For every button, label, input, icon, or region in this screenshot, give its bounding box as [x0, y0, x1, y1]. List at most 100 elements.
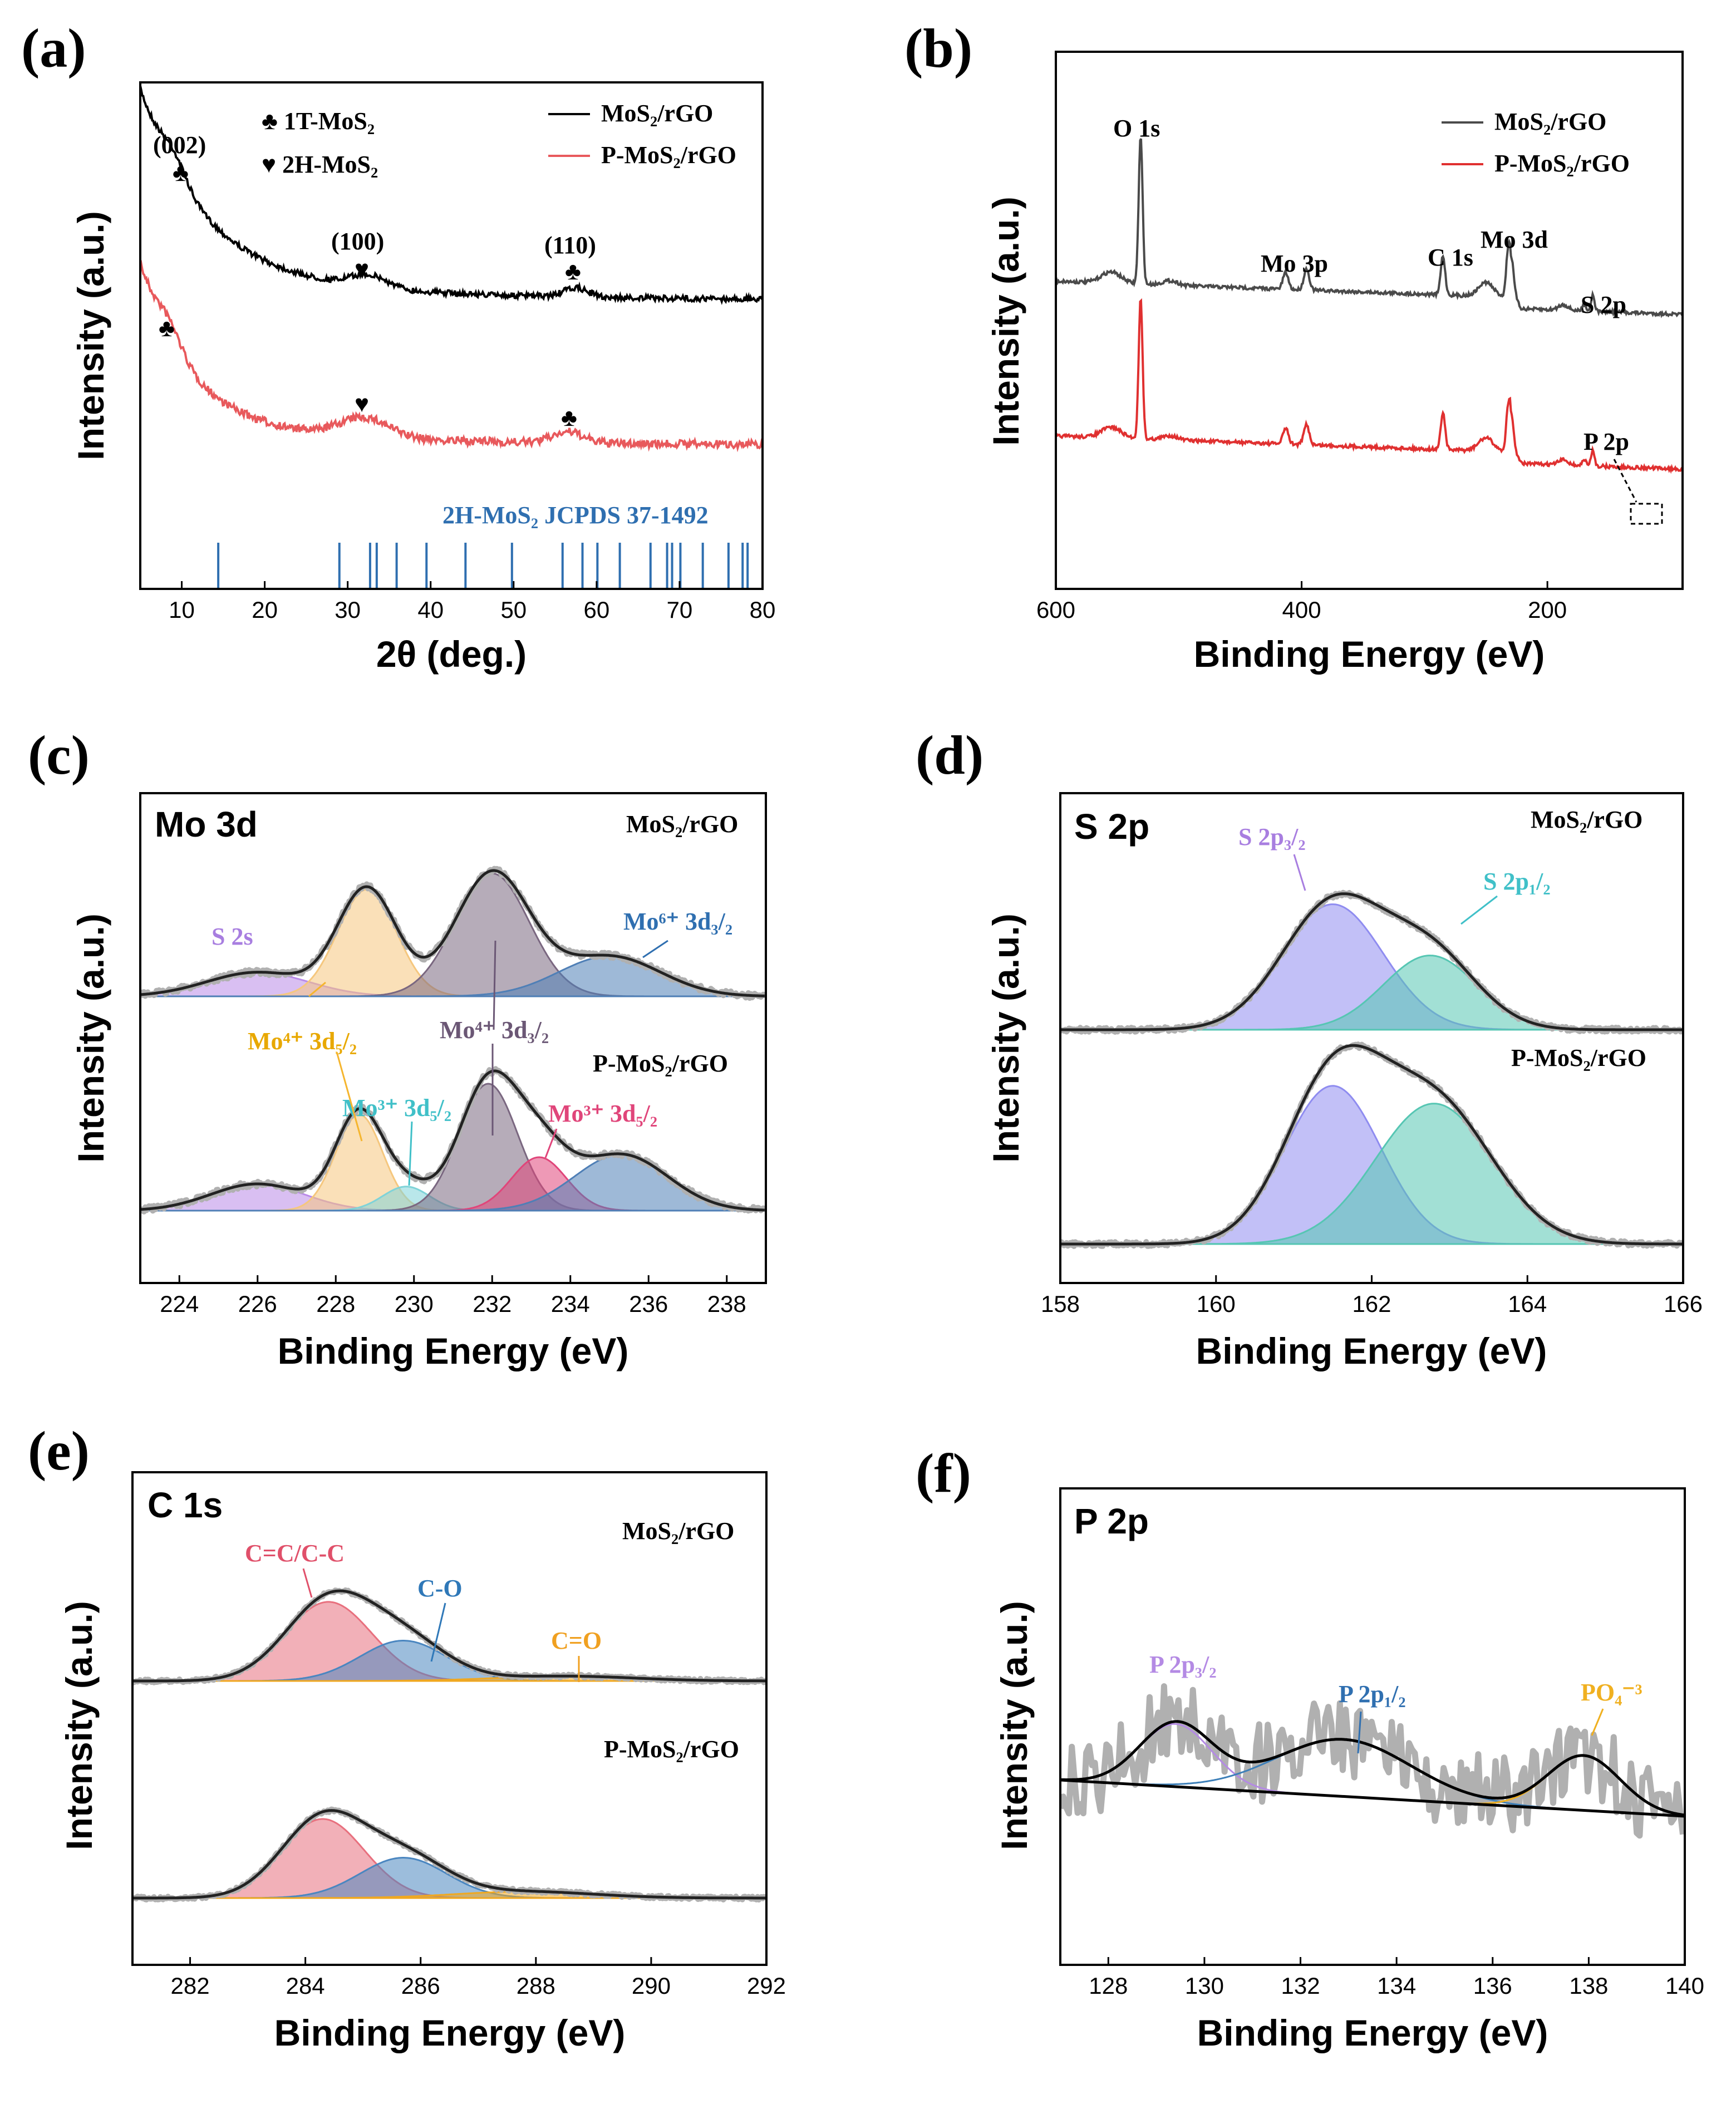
survey-curve-mos2-rgo [1056, 138, 1683, 318]
sample-label-p-mos2: P-MoS₂/rGO [604, 1736, 739, 1763]
sample-label-mos2: MoS₂/rGO [622, 1517, 734, 1545]
jcpds-label: 2H-MoS₂ JCPDS 37-1492 [442, 502, 709, 529]
x-tick-label: 284 [286, 1973, 325, 1999]
panel-b: 600 400 200 Binding Energy (eV) Intensity … [985, 51, 1684, 675]
x-tick-label: 128 [1089, 1973, 1128, 1999]
peak-label-110: (110) [544, 232, 596, 259]
pointer-arrow [1357, 1711, 1362, 1754]
pointer-arrow [642, 940, 668, 958]
x-tick-label: 224 [160, 1291, 199, 1317]
panel-e-frame [131, 1471, 768, 1966]
panel-b-label: (b) [904, 17, 972, 79]
panel-c-xlabel: Binding Energy (eV) [278, 1330, 629, 1371]
x-tick-label: 400 [1282, 597, 1321, 623]
fit-envelope [132, 1809, 766, 1900]
x-tick-label: 162 [1352, 1291, 1391, 1317]
panel-e-ylabel: Intensity (a.u.) [58, 1601, 100, 1850]
comp-label-p2p12: P 2p₁/₂ [1339, 1680, 1406, 1708]
panel-e-x-ticks: 282 284 286 288 290 292 [171, 1957, 786, 1999]
x-tick-label: 234 [551, 1291, 590, 1317]
panel-b-x-ticks: 600 400 200 [1036, 581, 1567, 623]
comp-label-mo3-a: Mo³⁺ 3d₅/₂ [342, 1094, 451, 1122]
panel-e-label: (e) [28, 1420, 90, 1482]
sample-label-mos2: MoS₂/rGO [626, 810, 738, 838]
pointer-arrow [1293, 854, 1306, 891]
legend-mos2-rgo: MoS₂/rGO [1494, 108, 1606, 135]
legend-p-mos2-rgo: P-MoS₂/rGO [1494, 150, 1630, 177]
x-tick-label: 132 [1281, 1973, 1320, 1999]
panel-f-x-ticks: 128 130 132 134 136 138 140 [1089, 1957, 1704, 1999]
x-tick-label: 164 [1508, 1291, 1547, 1317]
pointer-arrow [493, 940, 496, 1030]
pointer-arrow [302, 1568, 313, 1598]
comp-label-cc: C=C/C-C [245, 1540, 345, 1567]
fit-envelope [140, 1069, 765, 1212]
heart-marker: ♥ [355, 255, 369, 283]
peak-label-c1s: C 1s [1428, 244, 1473, 271]
panel-a-frame [139, 81, 764, 590]
x-tick-label: 158 [1041, 1291, 1080, 1317]
peak-label-002: (002) [153, 131, 206, 159]
heart-marker: ♥ [355, 390, 369, 417]
panel-c-inset: Mo 3d [155, 804, 258, 844]
x-tick-label: 130 [1185, 1973, 1224, 1999]
x-tick-label: 70 [667, 597, 693, 623]
comp-label-mo4-52: Mo⁴⁺ 3d₅/₂ [248, 1028, 357, 1055]
x-tick-label: 160 [1197, 1291, 1236, 1317]
x-tick-label: 282 [171, 1973, 210, 1999]
pointer-arrow [408, 1121, 413, 1186]
xrd-curve-mos2-rgo [140, 85, 763, 306]
comp-label-co: C-O [417, 1575, 463, 1602]
p2p-pointer [1613, 459, 1637, 503]
club-marker: ♣ [561, 404, 577, 431]
survey-curve-p-mos2-rgo [1056, 298, 1683, 474]
legend-2h-mos2: ♥ 2H-MoS₂ [262, 151, 378, 178]
comp-label-po4: PO₄⁻³ [1581, 1679, 1642, 1706]
sample-label-p-mos2: P-MoS₂/rGO [1511, 1044, 1646, 1071]
x-tick-label: 166 [1664, 1291, 1703, 1317]
x-tick-label: 228 [316, 1291, 355, 1317]
x-tick-label: 136 [1473, 1973, 1512, 1999]
panel-b-ylabel: Intensity (a.u.) [985, 196, 1026, 445]
peak-label-o1s: O 1s [1113, 115, 1160, 142]
club-marker: ♣ [159, 314, 175, 342]
panel-d-inset: S 2p [1074, 807, 1149, 847]
comp-label-mo3-b: Mo³⁺ 3d₅/₂ [548, 1100, 657, 1127]
legend-mos2-rgo: MoS₂/rGO [601, 100, 713, 127]
x-tick-label: 292 [747, 1973, 786, 1999]
panel-d-x-ticks: 158 160 162 164 166 [1041, 1275, 1703, 1317]
pointer-arrow [1591, 1708, 1604, 1736]
panel-e-xlabel: Binding Energy (eV) [274, 2012, 626, 2053]
fit-envelope [132, 1589, 766, 1683]
panel-f: 128 130 132 134 136 138 140 Binding Energy (eV… [994, 1487, 1704, 2053]
panel-f-ylabel: Intensity (a.u.) [994, 1601, 1035, 1850]
panel-c-label: (c) [28, 724, 90, 786]
panel-e: 282 284 286 288 290 292 Binding Energy (eV) I… [58, 1471, 786, 2053]
x-tick-label: 236 [629, 1291, 668, 1317]
x-tick-label: 238 [707, 1291, 746, 1317]
panel-f-xlabel: Binding Energy (eV) [1197, 2012, 1548, 2053]
raw-data [1060, 1683, 1685, 1839]
panel-e-inset: C 1s [147, 1485, 223, 1525]
x-tick-label: 288 [517, 1973, 555, 1999]
x-tick-label: 134 [1377, 1973, 1416, 1999]
panel-d-label: (d) [916, 724, 983, 786]
xrd-curve-p-mos2-rgo [140, 259, 763, 453]
legend-p-mos2-rgo: P-MoS₂/rGO [601, 141, 736, 169]
x-tick-label: 20 [252, 597, 278, 623]
x-tick-label: 30 [335, 597, 361, 623]
peak-label-mo3p: Mo 3p [1261, 250, 1328, 277]
comp-label-s2p32: S 2p₃/₂ [1238, 823, 1306, 851]
panel-a-x-ticks: 10 20 30 40 50 60 70 80 [169, 581, 775, 623]
fit-envelope [140, 869, 765, 997]
panel-d-ylabel: Intensity (a.u.) [985, 913, 1026, 1162]
pointer-arrow [336, 1051, 363, 1142]
panel-c-frame [139, 792, 767, 1284]
panel-c: 224 226 228 230 232 234 236 238 Binding Energy … [70, 792, 767, 1371]
fit-envelope [1060, 1044, 1683, 1246]
fit-envelope [1060, 1720, 1684, 1817]
panel-f-inset: P 2p [1074, 1501, 1149, 1541]
legend-1t-mos2: ♣ 1T-MoS₂ [262, 107, 375, 135]
panel-f-frame [1059, 1487, 1686, 1966]
panel-d: 158 160 162 164 166 Binding Energy (eV) Inte… [985, 792, 1703, 1371]
